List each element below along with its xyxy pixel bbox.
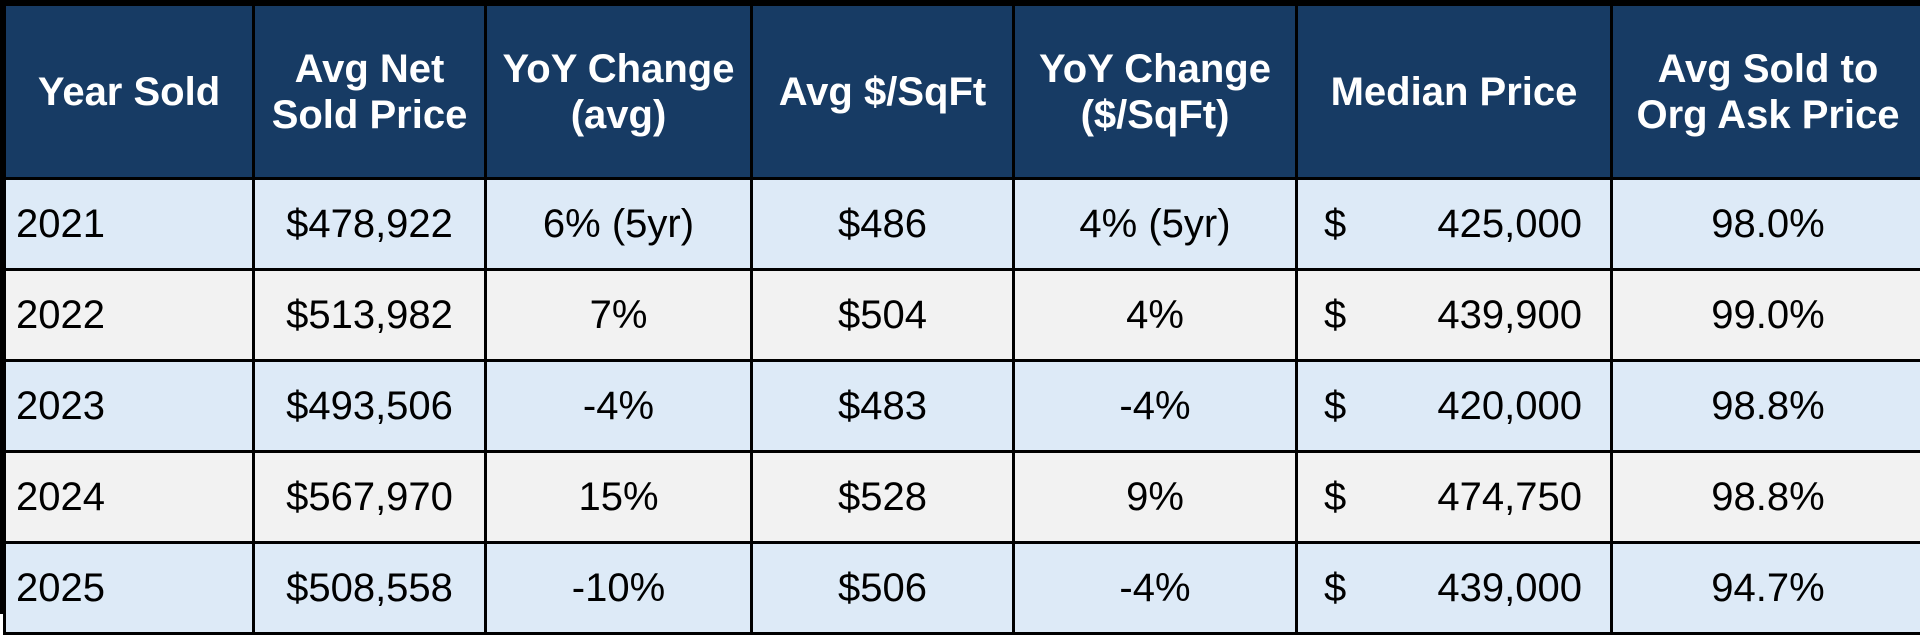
header-avg-net-sold-price-line-2: Sold Price bbox=[272, 93, 468, 137]
cell-avg-per-sqft: $483 bbox=[752, 361, 1014, 452]
header-row: Year Sold Avg Net Sold Price YoY Change … bbox=[5, 5, 1920, 179]
table-row: 2022 $513,982 7% $504 4% $ 439,900 99.0% bbox=[5, 270, 1920, 361]
table-row: 2023 $493,506 -4% $483 -4% $ 420,000 98.… bbox=[5, 361, 1920, 452]
cell-yoy-change-avg: -4% bbox=[486, 361, 752, 452]
header-avg-sold-to-ask-line-2: Org Ask Price bbox=[1636, 93, 1899, 137]
header-yoy-change-avg-line-1: YoY Change bbox=[503, 47, 735, 91]
cell-median-price: $ 425,000 bbox=[1297, 179, 1612, 270]
cell-avg-sold-to-ask: 98.8% bbox=[1612, 361, 1920, 452]
cell-avg-per-sqft: $506 bbox=[752, 543, 1014, 634]
cell-year: 2022 bbox=[5, 270, 254, 361]
cell-avg-sold-to-ask: 94.7% bbox=[1612, 543, 1920, 634]
cell-yoy-change-per-sqft: -4% bbox=[1014, 543, 1297, 634]
cell-avg-net-sold-price: $478,922 bbox=[254, 179, 486, 270]
cell-avg-per-sqft: $528 bbox=[752, 452, 1014, 543]
table-row: 2024 $567,970 15% $528 9% $ 474,750 98.8… bbox=[5, 452, 1920, 543]
cell-median-price: $ 474,750 bbox=[1297, 452, 1612, 543]
median-price-value: 420,000 bbox=[1437, 384, 1582, 429]
cell-avg-net-sold-price: $493,506 bbox=[254, 361, 486, 452]
cell-median-price: $ 420,000 bbox=[1297, 361, 1612, 452]
cell-year: 2021 bbox=[5, 179, 254, 270]
cell-yoy-change-avg: 15% bbox=[486, 452, 752, 543]
header-yoy-change-avg-line-2: (avg) bbox=[571, 93, 667, 137]
header-year-sold-line-1: Year Sold bbox=[38, 70, 220, 114]
header-median-price-line-1: Median Price bbox=[1331, 70, 1578, 114]
cell-yoy-change-per-sqft: 4% (5yr) bbox=[1014, 179, 1297, 270]
cell-avg-per-sqft: $504 bbox=[752, 270, 1014, 361]
cell-median-price: $ 439,900 bbox=[1297, 270, 1612, 361]
header-avg-sold-to-ask: Avg Sold to Org Ask Price bbox=[1612, 5, 1920, 179]
cell-avg-sold-to-ask: 98.0% bbox=[1612, 179, 1920, 270]
cell-yoy-change-avg: 6% (5yr) bbox=[486, 179, 752, 270]
header-avg-net-sold-price: Avg Net Sold Price bbox=[254, 5, 486, 179]
header-median-price: Median Price bbox=[1297, 5, 1612, 179]
sales-stats-table: Year Sold Avg Net Sold Price YoY Change … bbox=[3, 3, 1920, 635]
table-row: 2021 $478,922 6% (5yr) $486 4% (5yr) $ 4… bbox=[5, 179, 1920, 270]
median-price-value: 474,750 bbox=[1437, 475, 1582, 520]
cell-avg-sold-to-ask: 98.8% bbox=[1612, 452, 1920, 543]
header-avg-per-sqft-line-1: Avg $/SqFt bbox=[779, 70, 986, 114]
cell-median-price: $ 439,000 bbox=[1297, 543, 1612, 634]
table-row: 2025 $508,558 -10% $506 -4% $ 439,000 94… bbox=[5, 543, 1920, 634]
cell-avg-per-sqft: $486 bbox=[752, 179, 1014, 270]
median-currency-symbol: $ bbox=[1324, 293, 1346, 338]
cell-year: 2025 bbox=[5, 543, 254, 634]
median-currency-symbol: $ bbox=[1324, 202, 1346, 247]
header-yoy-change-per-sqft-line-1: YoY Change bbox=[1039, 47, 1271, 91]
header-yoy-change-per-sqft-line-2: ($/SqFt) bbox=[1081, 93, 1230, 137]
header-avg-net-sold-price-line-1: Avg Net bbox=[295, 47, 445, 91]
header-avg-per-sqft: Avg $/SqFt bbox=[752, 5, 1014, 179]
cell-avg-net-sold-price: $567,970 bbox=[254, 452, 486, 543]
median-currency-symbol: $ bbox=[1324, 566, 1346, 611]
cell-yoy-change-per-sqft: 4% bbox=[1014, 270, 1297, 361]
cell-avg-sold-to-ask: 99.0% bbox=[1612, 270, 1920, 361]
cell-year: 2024 bbox=[5, 452, 254, 543]
cell-avg-net-sold-price: $513,982 bbox=[254, 270, 486, 361]
header-yoy-change-per-sqft: YoY Change ($/SqFt) bbox=[1014, 5, 1297, 179]
median-currency-symbol: $ bbox=[1324, 384, 1346, 429]
median-price-value: 425,000 bbox=[1437, 202, 1582, 247]
median-currency-symbol: $ bbox=[1324, 475, 1346, 520]
median-price-value: 439,900 bbox=[1437, 293, 1582, 338]
sales-stats-table-frame: Year Sold Avg Net Sold Price YoY Change … bbox=[0, 0, 1920, 614]
cell-yoy-change-avg: 7% bbox=[486, 270, 752, 361]
header-year-sold: Year Sold bbox=[5, 5, 254, 179]
cell-yoy-change-per-sqft: 9% bbox=[1014, 452, 1297, 543]
header-yoy-change-avg: YoY Change (avg) bbox=[486, 5, 752, 179]
cell-avg-net-sold-price: $508,558 bbox=[254, 543, 486, 634]
median-price-value: 439,000 bbox=[1437, 566, 1582, 611]
header-avg-sold-to-ask-line-1: Avg Sold to bbox=[1658, 47, 1879, 91]
cell-year: 2023 bbox=[5, 361, 254, 452]
cell-yoy-change-avg: -10% bbox=[486, 543, 752, 634]
cell-yoy-change-per-sqft: -4% bbox=[1014, 361, 1297, 452]
